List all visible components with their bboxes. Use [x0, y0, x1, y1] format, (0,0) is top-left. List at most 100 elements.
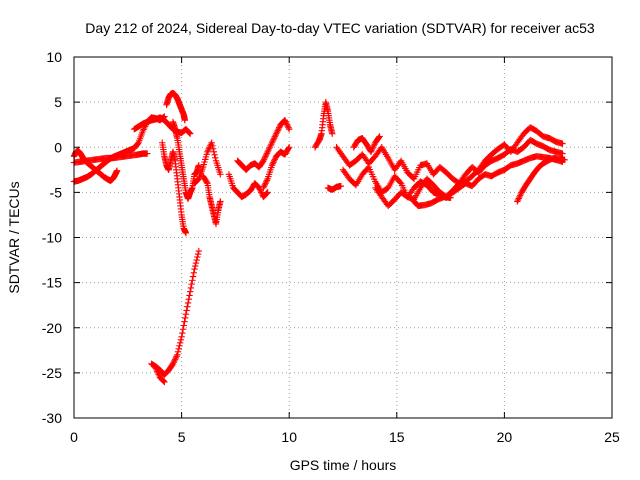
series-track-e [163, 89, 189, 124]
data-point [268, 141, 275, 148]
data-point [182, 311, 190, 318]
data-point [173, 353, 180, 360]
data-point [194, 253, 201, 261]
data-point [194, 250, 202, 258]
data-point [286, 144, 293, 151]
data-point [559, 140, 566, 147]
data-point [376, 133, 383, 140]
data-point [270, 159, 277, 166]
data-point [155, 371, 162, 378]
data-point [179, 329, 186, 337]
data-point [264, 189, 271, 196]
y-tick-label: -10 [42, 230, 62, 246]
data-point [160, 377, 167, 385]
data-point [187, 284, 195, 292]
chart-title: Day 212 of 2024, Sidereal Day-to-day VTE… [85, 20, 595, 36]
data-point [170, 359, 177, 366]
series-track-a [70, 113, 168, 185]
data-point [514, 198, 521, 205]
data-point [273, 129, 281, 136]
data-point [153, 366, 160, 374]
data-point [174, 348, 182, 356]
data-points [70, 89, 568, 386]
data-point [175, 345, 182, 353]
data-point [516, 193, 523, 201]
data-point [256, 186, 263, 193]
data-point [212, 154, 219, 161]
data-point [281, 116, 289, 124]
data-point [154, 368, 161, 375]
data-point [285, 145, 292, 152]
data-point [169, 360, 177, 368]
data-point [260, 156, 268, 163]
data-point [178, 333, 185, 340]
data-point [187, 288, 194, 295]
data-point [190, 269, 197, 277]
data-point [188, 280, 195, 288]
data-point [262, 180, 269, 187]
data-point [283, 121, 291, 128]
series-track-g [169, 118, 203, 202]
data-point [283, 119, 290, 127]
data-point [273, 130, 280, 137]
data-point [139, 127, 147, 135]
data-point [208, 139, 215, 146]
plot-frame [73, 56, 613, 419]
data-point [181, 314, 189, 322]
x-tick-label: 5 [178, 429, 186, 445]
data-point [266, 144, 274, 151]
series-track-l [225, 171, 271, 201]
data-point [264, 148, 271, 155]
data-point [263, 151, 270, 158]
data-point [192, 262, 199, 270]
data-point [191, 265, 198, 273]
data-point [176, 339, 184, 346]
data-point [275, 126, 282, 133]
y-tick-label: -15 [42, 275, 62, 291]
series-track-c [70, 150, 151, 166]
data-point [189, 277, 196, 284]
data-point [559, 150, 566, 157]
data-point [369, 144, 377, 151]
data-point [183, 307, 190, 314]
data-point [375, 134, 383, 141]
data-point [152, 365, 159, 372]
x-tick-label: 25 [604, 429, 620, 445]
data-point [143, 150, 151, 157]
data-point [561, 156, 568, 164]
data-point [267, 142, 274, 149]
data-point [263, 150, 271, 157]
data-point [113, 167, 121, 174]
y-tick-label: -5 [50, 184, 63, 200]
data-point [261, 154, 269, 161]
data-point [268, 162, 276, 169]
data-point [367, 148, 375, 155]
data-point [194, 176, 202, 183]
data-point [171, 356, 179, 363]
data-point [181, 318, 188, 325]
data-point [184, 303, 191, 310]
data-point [517, 190, 525, 198]
data-point [176, 342, 183, 349]
x-axis-label: GPS time / hours [290, 457, 397, 473]
y-tick-label: 5 [54, 94, 62, 110]
series-track-o [311, 98, 336, 151]
x-tick-label: 10 [281, 429, 297, 445]
y-tick-label: -20 [42, 320, 62, 336]
data-point [337, 182, 345, 190]
series-track-n [260, 144, 293, 192]
data-point [179, 326, 187, 333]
data-point [182, 229, 190, 237]
data-point [258, 189, 265, 196]
data-point [265, 145, 273, 152]
y-tick-label: 10 [46, 49, 62, 65]
data-point [263, 190, 270, 198]
data-point [159, 377, 167, 384]
data-point [368, 147, 375, 154]
data-point [210, 148, 218, 155]
data-point [284, 122, 291, 130]
y-tick-label: -25 [42, 365, 62, 381]
data-point [204, 148, 211, 155]
data-point [193, 256, 200, 264]
data-point [285, 124, 292, 131]
